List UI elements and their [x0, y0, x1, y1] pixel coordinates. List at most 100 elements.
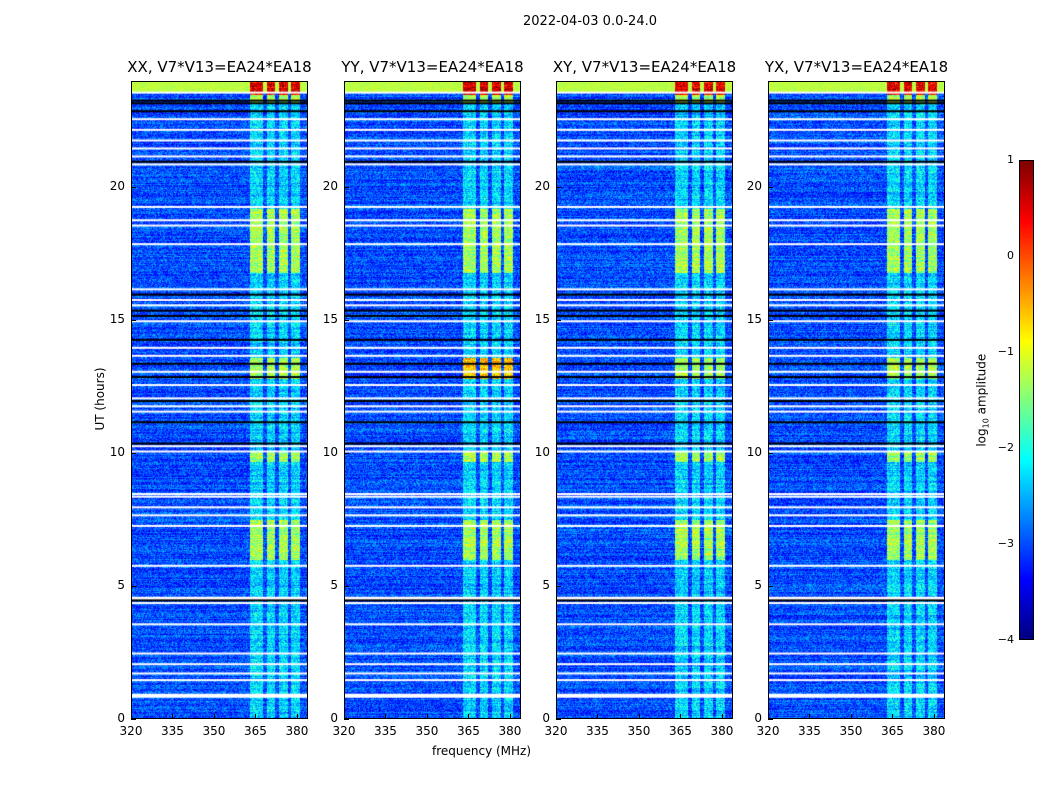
x-tick-mark	[172, 714, 174, 719]
y-tick-mark	[556, 187, 561, 189]
colorbar-tick-label: −4	[997, 633, 1014, 646]
x-tick-label: 365	[881, 724, 904, 738]
colorbar-tick-label: −3	[997, 537, 1014, 550]
x-tick-mark	[638, 714, 640, 719]
y-tick-mark	[556, 453, 561, 455]
x-tick-mark	[850, 714, 852, 719]
heatmap-image	[768, 81, 945, 719]
panel-title: XX, V7*V13=EA24*EA18	[127, 58, 312, 76]
x-tick-label: 320	[119, 724, 143, 738]
y-tick-label: 5	[117, 578, 125, 593]
x-tick-label: 365	[244, 724, 267, 738]
y-tick-label: 10	[534, 445, 550, 460]
x-tick-mark	[809, 714, 811, 719]
colorbar	[1019, 160, 1034, 640]
x-tick-label: 350	[415, 724, 439, 738]
x-tick-label: 335	[586, 724, 609, 738]
x-tick-mark	[556, 714, 557, 719]
y-tick-label: 15	[534, 312, 550, 327]
axes-frame	[768, 81, 945, 719]
colorbar-tick-label: 0	[1007, 249, 1014, 262]
y-tick-label: 5	[754, 578, 762, 593]
x-tick-label: 380	[922, 724, 946, 738]
y-tick-label: 0	[542, 711, 550, 725]
x-tick-mark	[344, 714, 345, 719]
y-tick-mark	[344, 586, 349, 588]
y-tick-label: 0	[754, 711, 762, 725]
x-tick-mark	[385, 714, 387, 719]
x-tick-label: 380	[285, 724, 309, 738]
x-tick-mark	[131, 714, 132, 719]
y-tick-label: 5	[330, 578, 338, 593]
x-tick-mark	[296, 714, 298, 719]
colorbar-tick-label: −1	[997, 345, 1014, 358]
x-tick-mark	[597, 714, 599, 719]
y-tick-mark	[768, 320, 773, 322]
y-tick-mark	[344, 453, 349, 455]
y-tick-mark	[556, 719, 561, 720]
heatmap-image	[131, 81, 308, 719]
y-tick-mark	[768, 187, 773, 189]
x-tick-mark	[468, 714, 470, 719]
axes-frame	[344, 81, 521, 719]
y-tick-mark	[131, 586, 136, 588]
axes-frame	[131, 81, 308, 719]
x-tick-label: 335	[374, 724, 397, 738]
y-tick-label: 20	[322, 179, 338, 194]
x-tick-label: 380	[498, 724, 522, 738]
y-tick-mark	[344, 320, 349, 322]
y-tick-label: 20	[534, 179, 550, 194]
heatmap-panel-3: XY, V7*V13=EA24*EA18 320 335 350 365 380 0 5 10 1…	[535, 58, 736, 738]
y-axis-label: UT (hours)	[93, 367, 107, 431]
x-tick-mark	[721, 714, 723, 719]
x-axis-label: frequency (MHz)	[432, 744, 532, 758]
y-tick-mark	[131, 187, 136, 189]
heatmap-panel-2: YY, V7*V13=EA24*EA18 320 335 350 365 380 0 5 10 1…	[323, 58, 524, 738]
y-tick-label: 0	[117, 711, 125, 725]
heatmap-panel-1: XX, V7*V13=EA24*EA18 320 335 350 365 380 0 5 10 1…	[110, 58, 312, 738]
x-tick-mark	[933, 714, 935, 719]
y-tick-mark	[556, 586, 561, 588]
figure-title: 2022-04-03 0.0-24.0	[523, 14, 657, 29]
y-tick-label: 15	[109, 312, 125, 327]
x-tick-label: 380	[710, 724, 734, 738]
y-tick-mark	[768, 453, 773, 455]
x-tick-mark	[426, 714, 428, 719]
y-tick-mark	[556, 320, 561, 322]
x-tick-label: 320	[544, 724, 568, 738]
y-tick-mark	[768, 586, 773, 588]
y-tick-label: 0	[330, 711, 338, 725]
x-tick-mark	[255, 714, 257, 719]
x-tick-label: 335	[161, 724, 184, 738]
heatmap-image	[344, 81, 521, 719]
y-tick-mark	[344, 187, 349, 189]
x-tick-mark	[680, 714, 682, 719]
y-tick-mark	[344, 719, 349, 720]
colorbar-label: log10 amplitude	[974, 353, 991, 447]
x-tick-label: 350	[627, 724, 651, 738]
colorbar-tick-label: 1	[1007, 153, 1014, 166]
heatmap-image	[556, 81, 733, 719]
y-tick-label: 20	[746, 179, 762, 194]
y-tick-mark	[131, 320, 136, 322]
x-tick-label: 320	[332, 724, 356, 738]
panel-title: XY, V7*V13=EA24*EA18	[552, 58, 737, 76]
x-tick-label: 350	[839, 724, 863, 738]
y-tick-label: 15	[746, 312, 762, 327]
colorbar-tick-label: −2	[997, 441, 1014, 454]
y-tick-label: 10	[109, 445, 125, 460]
x-tick-label: 320	[756, 724, 780, 738]
y-tick-mark	[131, 719, 136, 720]
x-tick-label: 350	[202, 724, 226, 738]
y-tick-label: 10	[322, 445, 338, 460]
panel-title: YY, V7*V13=EA24*EA18	[341, 58, 524, 76]
x-tick-mark	[213, 714, 215, 719]
x-tick-label: 365	[669, 724, 692, 738]
y-tick-mark	[768, 719, 773, 720]
y-tick-mark	[131, 453, 136, 455]
y-tick-label: 15	[322, 312, 338, 327]
x-tick-mark	[768, 714, 769, 719]
y-tick-label: 20	[109, 179, 125, 194]
heatmap-panel-4: YX, V7*V13=EA24*EA18 320 335 350 365 380 0 5 10 1…	[747, 58, 948, 738]
